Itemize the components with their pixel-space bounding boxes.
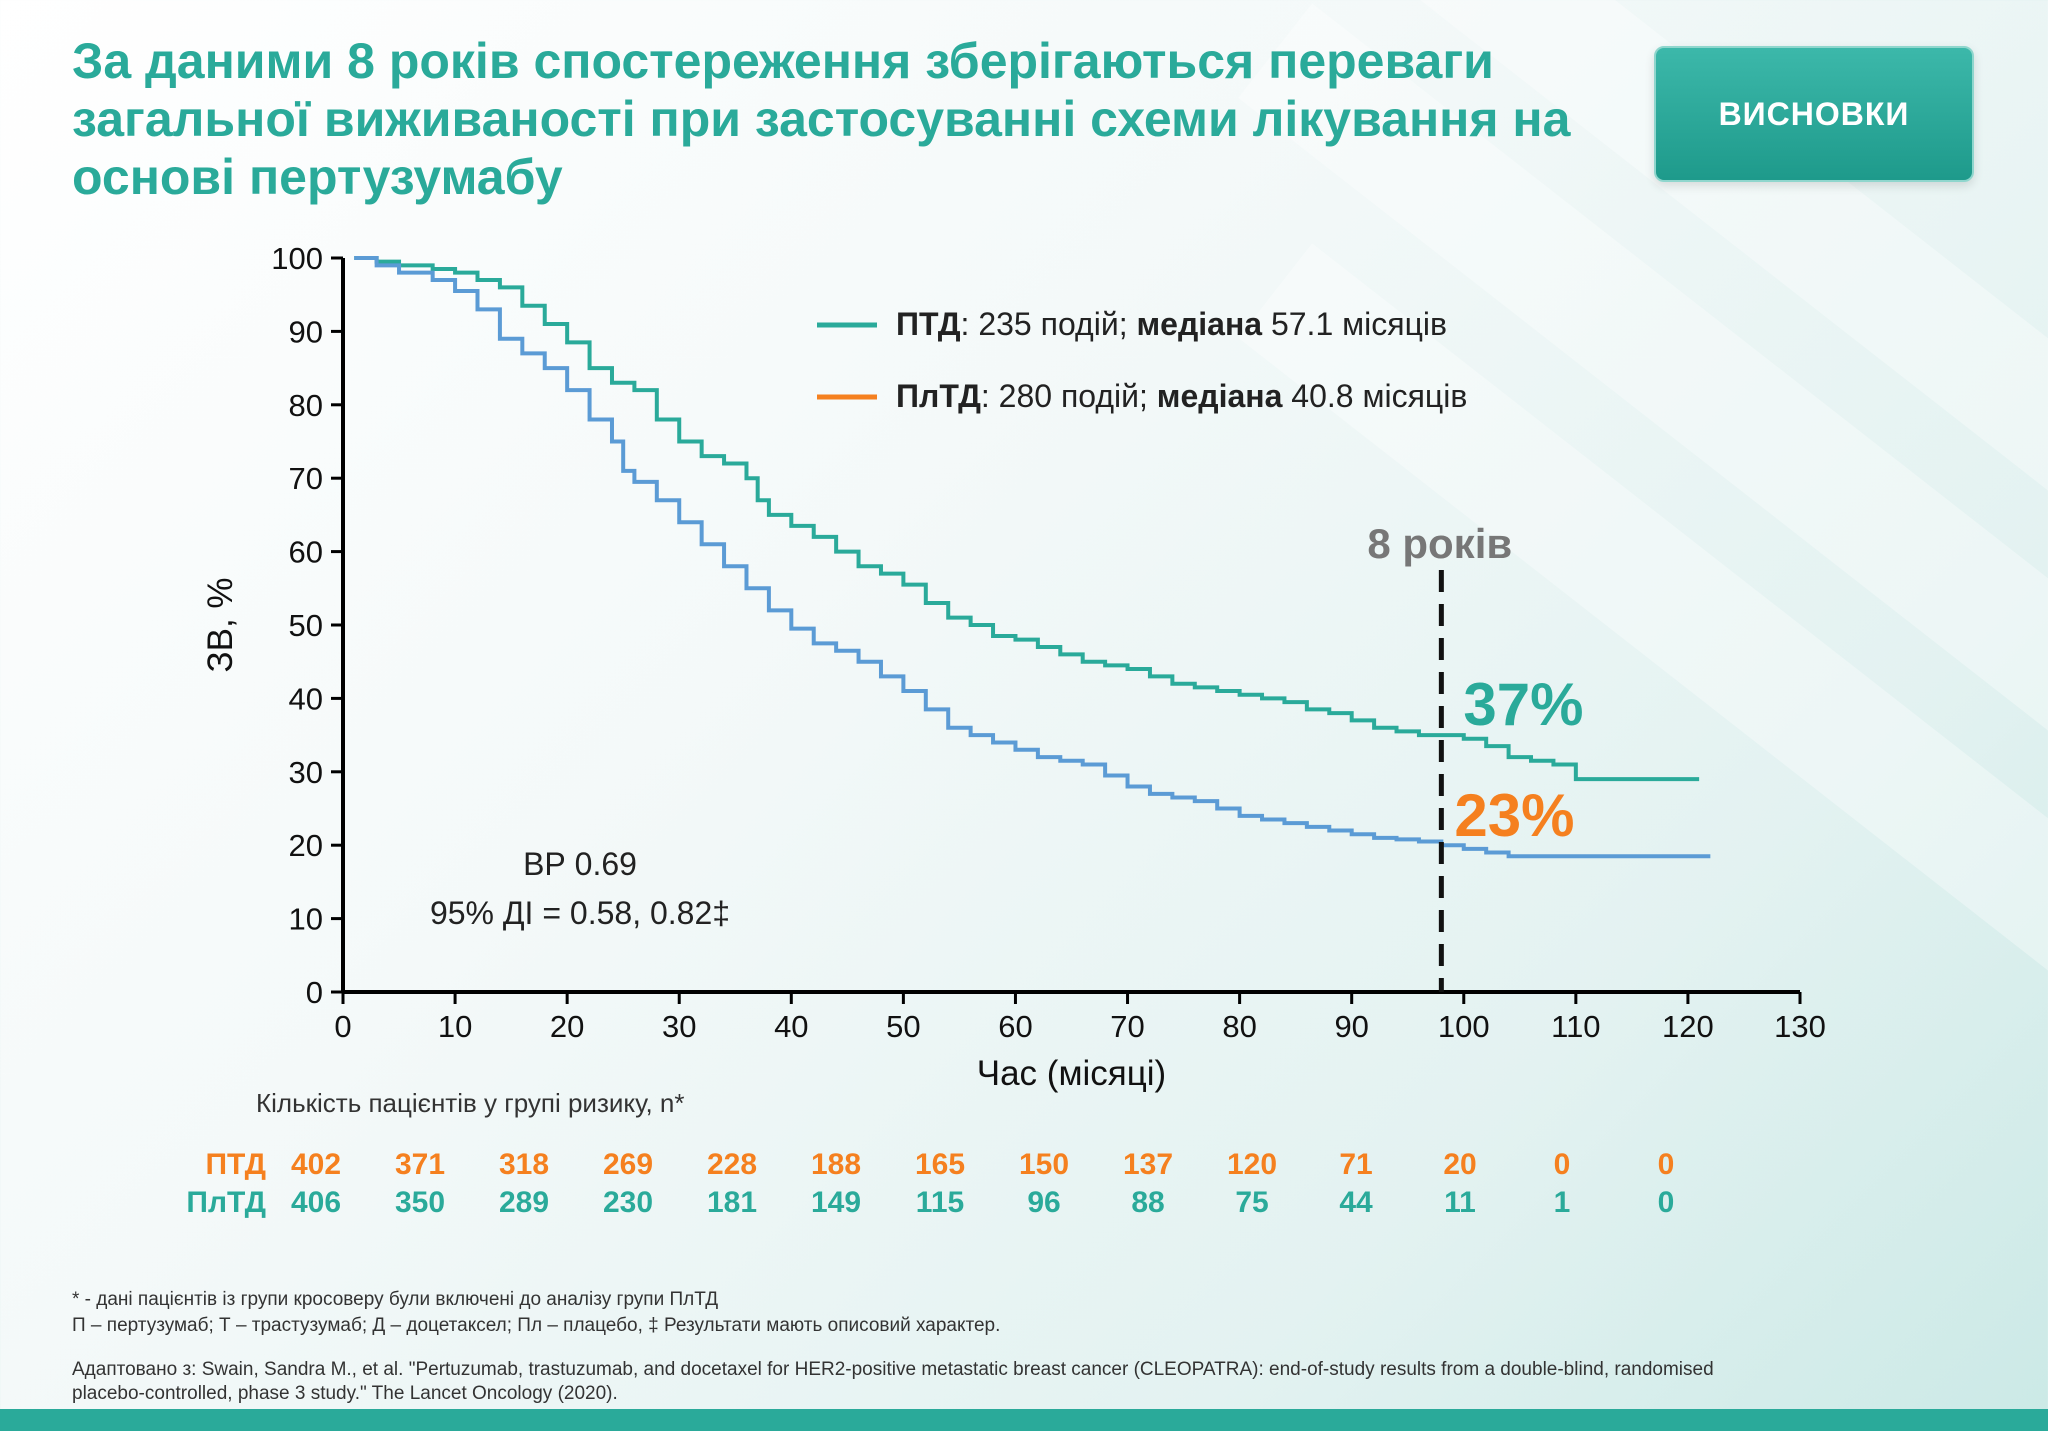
- risk-cell: 318: [498, 1148, 550, 1181]
- footnote-source-cont: placebo-controlled, phase 3 study." The …: [72, 1383, 618, 1404]
- footnote-source: Адаптовано з: Swain, Sandra M., et al. "…: [72, 1359, 1714, 1380]
- conclusions-button[interactable]: ВИСНОВКИ: [1654, 46, 1974, 182]
- risk-cell: 149: [810, 1186, 862, 1219]
- risk-cell: 188: [810, 1148, 862, 1181]
- risk-cell: 120: [1226, 1148, 1278, 1181]
- risk-cell: 71: [1339, 1148, 1373, 1181]
- risk-cell: 230: [602, 1186, 654, 1219]
- footnote-crossover: * - дані пацієнтів із групи кросоверу бу…: [72, 1289, 719, 1310]
- legend-entry-ПлТД: ПлТД: 280 подій; медіана 40.8 місяців: [896, 378, 1467, 414]
- landmark-8-years-label: 8 років: [1367, 520, 1512, 567]
- y-tick-label: 50: [289, 608, 323, 643]
- risk-cell: 75: [1235, 1186, 1269, 1219]
- y-tick-label: 60: [289, 535, 323, 570]
- legend-entry-ПТД: ПТД: 235 подій; медіана 57.1 місяців: [896, 306, 1447, 342]
- y-tick-label: 0: [306, 975, 323, 1010]
- x-tick-label: 90: [1334, 1009, 1368, 1044]
- risk-cell: 371: [394, 1148, 446, 1181]
- risk-cell: 115: [915, 1186, 965, 1219]
- series-line-ПТД: [354, 256, 1700, 782]
- risk-table-title: Кількість пацієнтів у групі ризику, n*: [256, 1088, 685, 1118]
- y-tick-label: 80: [289, 388, 323, 423]
- risk-cell: 44: [1339, 1186, 1373, 1219]
- page-title: За даними 8 років спостереження зберігаю…: [72, 33, 1571, 205]
- y-axis-label: ЗВ, %: [201, 577, 240, 672]
- x-tick-label: 70: [1110, 1009, 1144, 1044]
- pltd-8y-survival: 23%: [1454, 782, 1574, 849]
- x-tick-label: 110: [1551, 1009, 1600, 1044]
- y-tick-label: 100: [271, 241, 323, 276]
- x-tick-label: 100: [1438, 1009, 1490, 1044]
- x-axis-label: Час (місяці): [977, 1054, 1166, 1093]
- risk-cell: 0: [1553, 1148, 1571, 1181]
- footnote-abbreviations: П – пертузумаб; Т – трастузумаб; Д – доц…: [72, 1315, 1001, 1336]
- risk-cell: 165: [914, 1148, 966, 1181]
- x-tick-label: 20: [550, 1009, 584, 1044]
- risk-cell: 181: [706, 1186, 758, 1219]
- x-tick-label: 10: [438, 1009, 472, 1044]
- y-tick-label: 30: [289, 755, 323, 790]
- risk-cell: 11: [1444, 1186, 1476, 1219]
- risk-cell: 402: [290, 1148, 342, 1181]
- x-tick-label: 120: [1662, 1009, 1714, 1044]
- x-tick-label: 80: [1222, 1009, 1256, 1044]
- y-tick-label: 10: [289, 902, 323, 937]
- risk-cell: 88: [1131, 1186, 1165, 1219]
- series-line-ПлТД: [354, 256, 1711, 859]
- ptd-8y-survival: 37%: [1463, 671, 1583, 738]
- risk-cell: 137: [1122, 1148, 1174, 1181]
- risk-cell: 269: [602, 1148, 654, 1181]
- risk-cell: 96: [1027, 1186, 1061, 1219]
- y-tick-label: 20: [289, 828, 323, 863]
- x-tick-label: 0: [334, 1009, 351, 1044]
- x-tick-label: 50: [886, 1009, 920, 1044]
- risk-row-label: ПТД: [205, 1148, 266, 1181]
- risk-cell: 150: [1018, 1148, 1070, 1181]
- risk-cell: 228: [706, 1148, 758, 1181]
- y-tick-label: 70: [289, 461, 323, 496]
- y-tick-label: 90: [289, 314, 323, 349]
- risk-cell: 1: [1553, 1186, 1571, 1219]
- bottom-bar: [0, 1409, 2048, 1431]
- confidence-interval: 95% ДІ = 0.58, 0.82‡: [430, 895, 730, 931]
- x-tick-label: 30: [662, 1009, 696, 1044]
- risk-cell: 350: [394, 1186, 446, 1219]
- y-tick-label: 40: [289, 681, 323, 716]
- risk-cell: 0: [1657, 1186, 1675, 1219]
- risk-row-label: ПлТД: [186, 1186, 266, 1219]
- x-tick-label: 130: [1774, 1009, 1826, 1044]
- risk-cell: 20: [1443, 1148, 1477, 1181]
- risk-cell: 406: [290, 1186, 342, 1219]
- risk-cell: 0: [1657, 1148, 1675, 1181]
- x-tick-label: 40: [774, 1009, 808, 1044]
- risk-cell: 289: [498, 1186, 550, 1219]
- x-tick-label: 60: [998, 1009, 1032, 1044]
- hazard-ratio: ВР 0.69: [523, 846, 637, 882]
